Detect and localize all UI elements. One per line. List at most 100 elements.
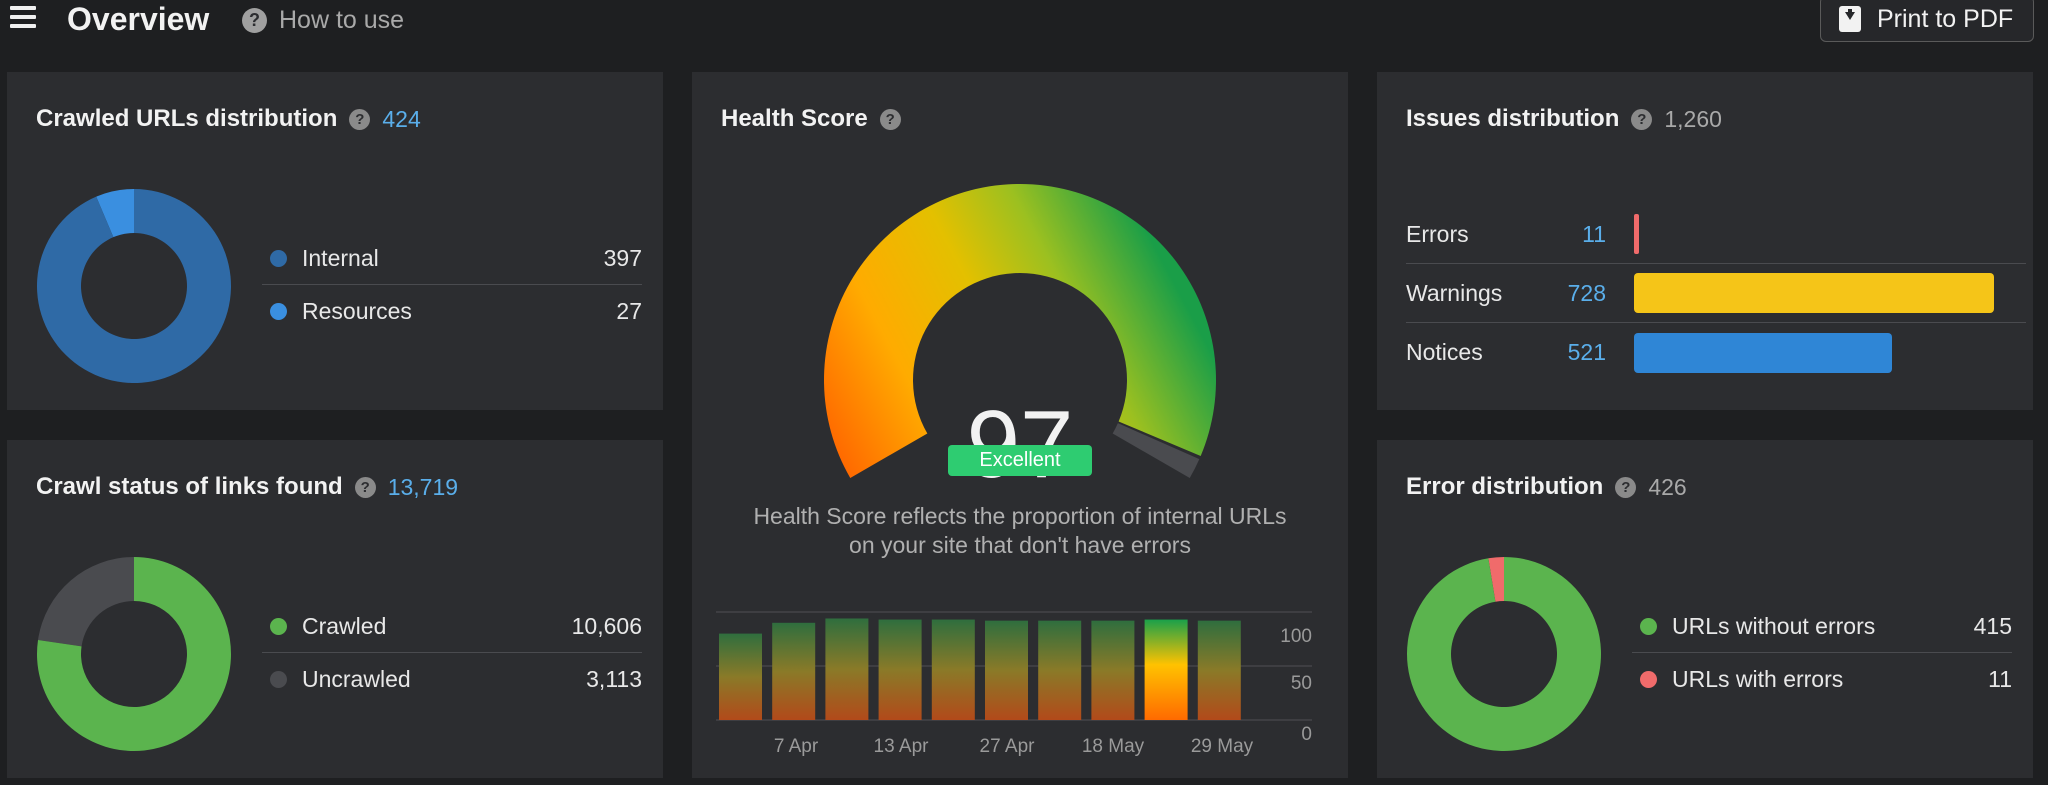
crawl-status-card: Crawl status of links found ? 13,719 Cra… [7, 440, 663, 778]
health-rating-badge: Excellent [948, 445, 1092, 476]
history-bar [719, 633, 762, 720]
crawled-urls-legend: Internal 397 Resources 27 [262, 233, 642, 337]
error-distribution-card: Error distribution ? 426 URLs without er… [1377, 440, 2033, 778]
x-tick-label: 13 Apr [874, 736, 930, 757]
donut-slice [1407, 557, 1601, 751]
issues-distribution-card: Issues distribution ? 1,260 Errors 11 Wa… [1377, 72, 2033, 410]
health-score-title: Health Score [721, 105, 868, 132]
question-circle-icon[interactable]: ? [1615, 476, 1637, 498]
legend-value: 11 [1988, 665, 2012, 692]
legend-value: 415 [1973, 613, 2012, 639]
crawled-urls-card: Crawled URLs distribution ? 424 Internal… [7, 72, 663, 410]
history-bar [825, 618, 869, 720]
history-bar [931, 619, 975, 720]
crawl-status-donut-chart[interactable] [36, 556, 232, 752]
health-description-line: on your site that don't have errors [849, 532, 1191, 558]
history-bar [1144, 619, 1188, 720]
issue-label: Errors [1406, 220, 1469, 247]
question-circle-icon[interactable]: ? [879, 108, 901, 130]
legend-label: Resources [302, 297, 412, 324]
donut-slice [37, 557, 232, 751]
health-score-value: 97 [692, 390, 1348, 500]
question-circle-icon[interactable]: ? [354, 476, 376, 498]
legend-dot [270, 250, 287, 267]
health-score-title-row: Health Score ? [721, 105, 901, 133]
crawl-status-title: Crawl status of links found [36, 473, 343, 500]
crawled-urls-title: Crawled URLs distribution [36, 105, 338, 132]
legend-value: 3,113 [586, 665, 642, 692]
legend-dot [1640, 618, 1657, 635]
legend-dot [270, 670, 287, 688]
crawled-urls-title-row: Crawled URLs distribution ? 424 [36, 105, 421, 133]
legend-item-urls-without-errors[interactable]: URLs without errors 415 [1632, 601, 2012, 653]
legend-label: Uncrawled [302, 665, 411, 692]
donut-slice [38, 557, 134, 647]
errors-bar[interactable] [1634, 214, 1640, 254]
donut-slice [37, 189, 231, 383]
error-distribution-title-row: Error distribution ? 426 [1406, 473, 1687, 501]
issues-total: 1,260 [1664, 105, 1722, 132]
issue-label: Warnings [1406, 279, 1503, 306]
legend-item-crawled[interactable]: Crawled 10,606 [262, 601, 642, 653]
issues-title-row: Issues distribution ? 1,260 [1406, 105, 1722, 133]
print-to-pdf-label: Print to PDF [1877, 4, 2014, 33]
history-bar [1038, 620, 1082, 720]
issue-value[interactable]: 11 [1582, 220, 1606, 247]
notices-bar[interactable] [1634, 332, 1892, 373]
donut-slice [1488, 557, 1504, 602]
crawled-urls-total[interactable]: 424 [382, 105, 421, 132]
x-tick-label: 7 Apr [774, 736, 819, 757]
legend-label: Internal [302, 245, 379, 271]
x-tick-label: 29 May [1191, 736, 1254, 757]
health-score-card: Health Score ? 7 Apr 13 Apr 27 A [692, 72, 1348, 778]
error-distribution-title: Error distribution [1406, 473, 1604, 500]
donut-slice [96, 189, 134, 238]
y-tick-label: 50 [1291, 673, 1312, 694]
history-bar [772, 622, 816, 720]
legend-item-resources[interactable]: Resources 27 [262, 285, 642, 337]
x-tick-label: 18 May [1082, 736, 1145, 757]
page-title: Overview [67, 1, 210, 37]
legend-dot [270, 302, 287, 320]
print-to-pdf-button[interactable]: Print to PDF [1820, 0, 2034, 42]
question-circle-icon[interactable]: ? [1631, 108, 1653, 130]
health-description-line: Health Score reflects the proportion of … [753, 503, 1287, 529]
error-distribution-legend: URLs without errors 415 URLs with errors… [1632, 601, 2012, 705]
issue-label: Notices [1406, 339, 1483, 365]
issues-list: Errors 11 Warnings 728 Notices 521 [1406, 205, 2026, 382]
how-to-use-label: How to use [279, 5, 405, 34]
how-to-use-link[interactable]: ? How to use [242, 5, 404, 35]
issue-row-warnings[interactable]: Warnings 728 [1406, 264, 2026, 323]
issue-row-errors[interactable]: Errors 11 [1406, 205, 2026, 264]
question-circle-icon[interactable]: ? [349, 108, 371, 130]
legend-dot [1640, 670, 1657, 688]
issues-title: Issues distribution [1406, 105, 1620, 132]
crawled-urls-donut-chart[interactable] [36, 188, 232, 384]
crawl-status-total[interactable]: 13,719 [387, 473, 459, 500]
legend-dot [270, 618, 287, 635]
health-score-description: Health Score reflects the proportion of … [692, 502, 1348, 560]
crawl-status-legend: Crawled 10,606 Uncrawled 3,113 [262, 601, 642, 705]
y-tick-label: 100 [1280, 626, 1312, 647]
legend-item-urls-with-errors[interactable]: URLs with errors 11 [1632, 653, 2012, 705]
issue-value[interactable]: 521 [1567, 339, 1606, 365]
legend-label: URLs with errors [1672, 665, 1844, 692]
issue-bar-track [1634, 214, 1994, 254]
warnings-bar[interactable] [1634, 273, 1994, 313]
pdf-download-icon [1839, 6, 1861, 32]
history-bar [1091, 620, 1135, 720]
legend-item-internal[interactable]: Internal 397 [262, 233, 642, 285]
x-tick-label: 27 Apr [980, 736, 1036, 757]
issue-row-notices[interactable]: Notices 521 [1406, 323, 2026, 382]
question-circle-icon: ? [242, 7, 267, 33]
legend-item-uncrawled[interactable]: Uncrawled 3,113 [262, 653, 642, 705]
legend-value: 10,606 [571, 613, 642, 639]
y-tick-label: 0 [1301, 724, 1312, 745]
history-bar [985, 620, 1028, 720]
issue-value[interactable]: 728 [1567, 279, 1606, 306]
legend-label: Crawled [302, 613, 387, 639]
top-bar: Overview ? How to use Print to PDF [0, 0, 2048, 42]
issue-bar-track [1634, 273, 1994, 313]
hamburger-menu-icon[interactable] [10, 6, 36, 30]
error-distribution-donut-chart[interactable] [1406, 556, 1602, 752]
